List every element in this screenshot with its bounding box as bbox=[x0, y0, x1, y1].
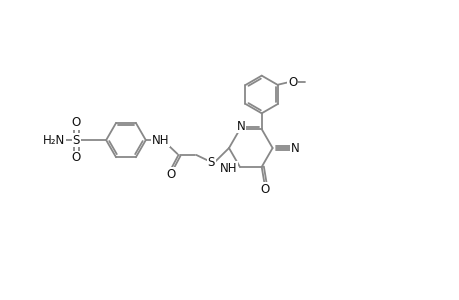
Text: O: O bbox=[72, 152, 81, 164]
Text: H₂N: H₂N bbox=[42, 134, 65, 147]
Text: S: S bbox=[207, 156, 214, 170]
Text: O: O bbox=[259, 183, 269, 196]
Text: O: O bbox=[288, 76, 297, 88]
Text: N: N bbox=[290, 142, 299, 154]
Text: N: N bbox=[236, 120, 245, 133]
Text: S: S bbox=[73, 134, 80, 147]
Text: NH: NH bbox=[219, 162, 236, 175]
Text: O: O bbox=[72, 116, 81, 129]
Text: O: O bbox=[166, 168, 175, 181]
Text: NH: NH bbox=[151, 134, 169, 147]
